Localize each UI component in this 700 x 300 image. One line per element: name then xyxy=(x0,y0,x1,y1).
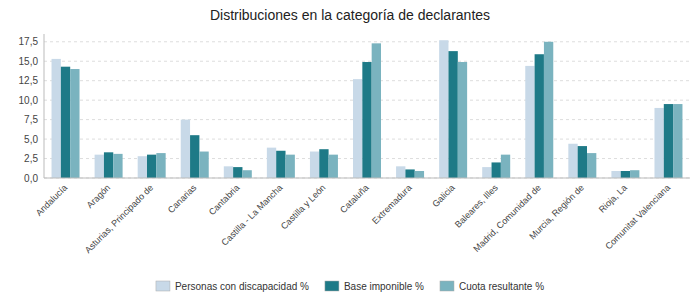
bar xyxy=(267,148,276,178)
bar xyxy=(415,171,424,178)
y-tick-label: 10,0 xyxy=(19,95,39,106)
bar xyxy=(276,151,285,178)
bar xyxy=(535,54,544,178)
bar xyxy=(199,152,208,178)
bar xyxy=(568,144,577,178)
bar xyxy=(224,166,233,178)
legend-label: Personas con discapacidad % xyxy=(175,281,309,292)
x-tick-label: Andalucía xyxy=(34,183,69,218)
y-tick-label: 7,5 xyxy=(24,114,38,125)
grid-line xyxy=(44,41,690,42)
x-tick-label: Baleares, Illes xyxy=(453,182,500,229)
bar xyxy=(458,62,467,178)
x-tick-label: Extremadura xyxy=(370,183,414,227)
bar xyxy=(673,104,682,178)
legend-swatch xyxy=(325,281,339,291)
bar xyxy=(61,67,70,178)
bar xyxy=(233,167,242,178)
bar xyxy=(482,167,491,178)
bars xyxy=(52,40,683,178)
bar xyxy=(611,171,620,178)
title: Distribuciones en la categoría de declar… xyxy=(210,7,490,23)
bar xyxy=(104,152,113,178)
bar xyxy=(190,135,199,178)
legend-label: Base imponible % xyxy=(344,281,424,292)
x-tick-label: Murcia, Región de xyxy=(527,183,586,242)
y-tick-label: 12,5 xyxy=(19,75,39,86)
bar xyxy=(329,155,338,178)
bar xyxy=(405,169,414,178)
x-axis-line xyxy=(44,178,690,179)
grid-line xyxy=(44,178,690,179)
bar xyxy=(621,171,630,178)
x-tick-label: Galicia xyxy=(430,183,457,210)
bar xyxy=(501,155,510,178)
x-tick-label: Comunitat Valenciana xyxy=(603,183,672,252)
chart: Distribuciones en la categoría de declar… xyxy=(0,0,700,300)
bar xyxy=(310,152,319,178)
bar xyxy=(138,156,147,178)
x-tick-label: Castilla - La Mancha xyxy=(219,183,284,248)
x-tick-label: Cataluña xyxy=(338,183,371,216)
grid-line xyxy=(44,61,690,62)
bar xyxy=(286,155,295,178)
bar xyxy=(492,162,501,178)
bar xyxy=(181,120,190,178)
bar xyxy=(147,155,156,178)
legend-swatch xyxy=(440,281,454,291)
bar xyxy=(353,79,362,178)
bar xyxy=(372,43,381,178)
x-tick-label: Rioja, La xyxy=(597,183,629,215)
legend-swatch xyxy=(156,281,170,291)
bar xyxy=(439,40,448,178)
y-tick-label: 0,0 xyxy=(24,173,38,184)
bar xyxy=(70,69,79,178)
y-tick-label: 15,0 xyxy=(19,56,39,67)
x-tick-label: Aragón xyxy=(85,183,113,211)
bar xyxy=(587,153,596,178)
y-tick-label: 2,5 xyxy=(24,153,38,164)
bar xyxy=(525,66,534,178)
bar xyxy=(52,59,61,178)
bar xyxy=(448,51,457,178)
y-axis-line xyxy=(44,34,45,178)
x-tick-label: Canarias xyxy=(166,182,199,215)
bar xyxy=(156,153,165,178)
bar xyxy=(544,42,553,178)
bar xyxy=(95,155,104,178)
bar xyxy=(630,170,639,178)
x-tick-label: Asturias, Principado de xyxy=(83,183,156,256)
bar xyxy=(113,154,122,178)
x-tick-label: Castilla y León xyxy=(279,183,328,232)
legend: Personas con discapacidad % Base imponibl… xyxy=(156,281,544,292)
bar xyxy=(362,62,371,178)
bar xyxy=(654,108,663,178)
bar xyxy=(396,166,405,178)
bar xyxy=(242,170,251,178)
bar xyxy=(664,104,673,178)
bar xyxy=(578,146,587,178)
y-grid xyxy=(44,42,690,178)
x-tick-label: Cantabria xyxy=(207,183,242,218)
y-tick-label: 17,5 xyxy=(19,36,39,47)
y-tick-label: 5,0 xyxy=(24,134,38,145)
bar xyxy=(319,149,328,178)
x-tick-label: Madrid, Comunidad de xyxy=(471,183,542,254)
legend-label: Cuota resultante % xyxy=(459,281,544,292)
